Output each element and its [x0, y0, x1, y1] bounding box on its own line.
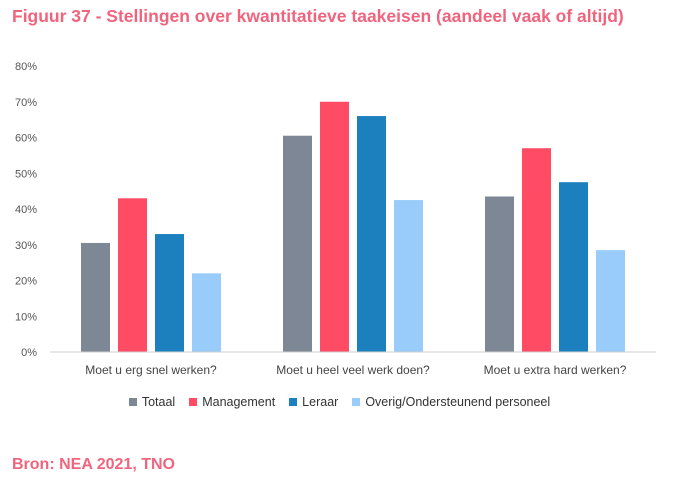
legend-item: Management: [189, 395, 275, 409]
y-tick-label: 30%: [15, 240, 37, 252]
y-tick-label: 40%: [15, 204, 37, 216]
y-tick-label: 50%: [15, 168, 37, 180]
legend: Totaal Management Leraar Overig/Ondersteune…: [0, 395, 679, 409]
legend-label: Totaal: [141, 395, 176, 409]
bar-chart: 0% 10% 20% 30% 40% 50% 60% 70% 80% Moet u erg sn…: [15, 61, 656, 377]
legend-label: Management: [202, 395, 276, 409]
x-tick-label: Moet u erg snel werken?: [85, 363, 217, 377]
legend-label: Overig/Ondersteunend personeel: [365, 395, 551, 409]
source-note: Bron: NEA 2021, TNO: [12, 456, 175, 473]
legend-swatch: [289, 398, 298, 406]
bar: [192, 273, 221, 352]
bar: [522, 148, 551, 352]
y-tick-label: 70%: [15, 97, 37, 109]
legend-item: Overig/Ondersteunend personeel: [352, 395, 550, 409]
y-axis-ticks: 0% 10% 20% 30% 40% 50% 60% 70% 80%: [15, 61, 37, 359]
x-axis-labels: Moet u erg snel werken? Moet u heel veel …: [85, 363, 626, 377]
bar: [596, 250, 625, 352]
bar: [357, 116, 386, 352]
legend-label: Leraar: [302, 395, 339, 409]
legend-swatch: [128, 398, 137, 406]
y-tick-label: 60%: [15, 133, 37, 145]
figure-title: Figuur 37 - Stellingen over kwantitatiev…: [12, 6, 624, 26]
bar: [559, 182, 588, 352]
legend-item: Leraar: [289, 395, 338, 409]
bar: [118, 198, 147, 352]
x-tick-label: Moet u extra hard werken?: [484, 363, 627, 377]
y-tick-label: 80%: [15, 61, 37, 73]
bar: [81, 242, 110, 352]
legend-item: Totaal: [128, 395, 176, 409]
bar: [394, 200, 423, 352]
bar: [320, 101, 349, 352]
y-tick-label: 10%: [15, 311, 37, 323]
bar: [283, 135, 312, 352]
bar: [485, 196, 514, 352]
legend-swatch: [189, 398, 198, 406]
legend-swatch: [352, 398, 361, 406]
x-tick-label: Moet u heel veel werk doen?: [276, 363, 430, 377]
y-tick-label: 20%: [15, 276, 37, 288]
bar: [155, 234, 184, 352]
bars: [81, 101, 625, 352]
y-tick-label: 0%: [21, 347, 37, 359]
